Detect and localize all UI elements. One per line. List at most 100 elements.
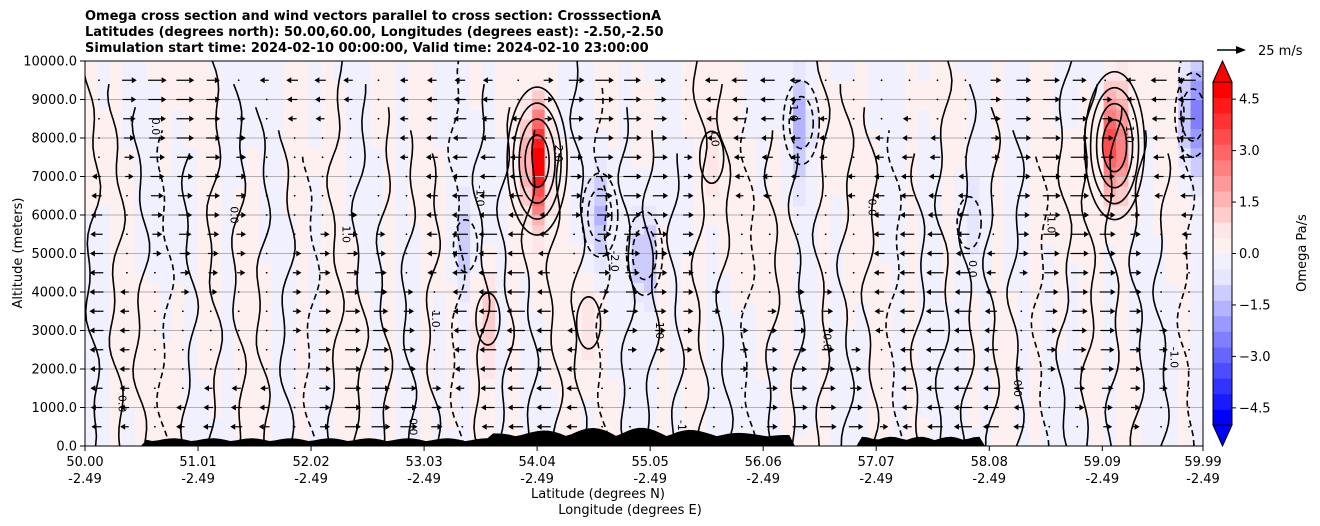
omega-cell [668, 61, 682, 72]
omega-cell [581, 166, 595, 178]
omega-cell [805, 157, 819, 168]
wind-vector [237, 98, 240, 101]
omega-cell [718, 243, 732, 255]
omega-cell [258, 378, 272, 389]
omega-cell [445, 349, 459, 360]
omega-cell [594, 70, 608, 81]
omega-cell [606, 417, 620, 428]
wind-vector-head [874, 308, 880, 315]
omega-cell [432, 80, 446, 91]
wind-vector-head [452, 135, 458, 141]
omega-cell [730, 311, 744, 322]
omega-cell [644, 301, 658, 312]
omega-cell [470, 70, 484, 81]
wind-vector [181, 387, 184, 390]
omega-cell [730, 369, 744, 380]
omega-cell [147, 369, 161, 380]
omega-cell [668, 138, 682, 149]
omega-cell [1066, 99, 1080, 110]
omega-cell [482, 166, 496, 178]
wind-vector-head [119, 385, 125, 392]
omega-cell [1029, 118, 1043, 129]
omega-cell [892, 61, 906, 72]
omega-cell [159, 417, 173, 428]
omega-cell [1116, 70, 1130, 81]
omega-cell [768, 195, 782, 206]
omega-cell [631, 311, 645, 322]
omega-cell [929, 99, 943, 110]
omega-cell [246, 195, 260, 206]
wind-vector-head [354, 289, 360, 295]
omega-cell [420, 378, 434, 389]
omega-cell [147, 397, 161, 409]
wind-vector-head [954, 289, 960, 295]
omega-cell [420, 89, 434, 101]
wind-vector-head [1050, 366, 1056, 372]
omega-cell [109, 176, 123, 187]
omega-cell [668, 397, 682, 409]
omega-cell [1178, 147, 1192, 158]
omega-cell [544, 349, 558, 360]
omega-cell [780, 407, 794, 418]
omega-cell [904, 224, 918, 235]
wind-vector-head [925, 346, 931, 353]
omega-cell [979, 282, 993, 293]
omega-cell [569, 311, 583, 322]
omega-cell [668, 215, 682, 226]
omega-cell [929, 195, 943, 206]
contour-labels: 0.00.01.01.0-1.02.0-2.01.01.0-1.00.00.0-… [116, 100, 1181, 441]
omega-cell [97, 320, 111, 332]
omega-cell [544, 186, 558, 197]
omega-cell [271, 282, 285, 293]
omega-cell [258, 215, 272, 226]
omega-cell [942, 426, 956, 437]
omega-cell [991, 109, 1005, 120]
omega-cell [817, 340, 831, 351]
contour-line [569, 61, 588, 446]
wind-vector-head [1109, 173, 1115, 180]
wind-vector-head [900, 346, 906, 353]
wind-vector [1132, 117, 1135, 120]
wind-vector [265, 175, 268, 178]
wind-vector-head [380, 231, 386, 238]
omega-cell [445, 301, 459, 312]
omega-cell [830, 109, 844, 120]
omega-cell [793, 330, 807, 341]
omega-cell [780, 224, 794, 235]
omega-cell [644, 282, 658, 293]
omega-cell [296, 397, 310, 409]
wind-vector-head [158, 192, 164, 199]
omega-cell [693, 301, 707, 312]
omega-cell [1078, 243, 1092, 255]
omega-cell [97, 234, 111, 245]
omega-cell [85, 301, 99, 312]
omega-cell [569, 243, 583, 255]
wind-vector [377, 175, 380, 178]
omega-cell [544, 176, 558, 187]
omega-cell [569, 369, 583, 380]
omega-cell [569, 253, 583, 264]
omega-cell [557, 195, 571, 206]
wind-vector [824, 98, 827, 101]
omega-cell [743, 128, 757, 139]
omega-cell [730, 330, 744, 341]
wind-vector-head [957, 192, 963, 199]
omega-cell [780, 253, 794, 264]
omega-cell [383, 407, 397, 418]
omega-cell [855, 378, 869, 389]
omega-cell [1140, 128, 1154, 139]
omega-cell [842, 330, 856, 341]
contour-line [254, 106, 272, 446]
omega-cell [457, 61, 471, 72]
omega-cell [619, 340, 633, 351]
omega-cell [681, 215, 695, 226]
omega-cell [581, 195, 595, 206]
wind-vector-head [508, 423, 514, 430]
omega-cell [1029, 407, 1043, 418]
omega-cell [271, 205, 285, 216]
omega-cell [482, 109, 496, 120]
omega-cell [755, 70, 769, 81]
omega-cell [793, 234, 807, 245]
wind-vector-head [189, 77, 195, 84]
omega-cell [768, 147, 782, 158]
